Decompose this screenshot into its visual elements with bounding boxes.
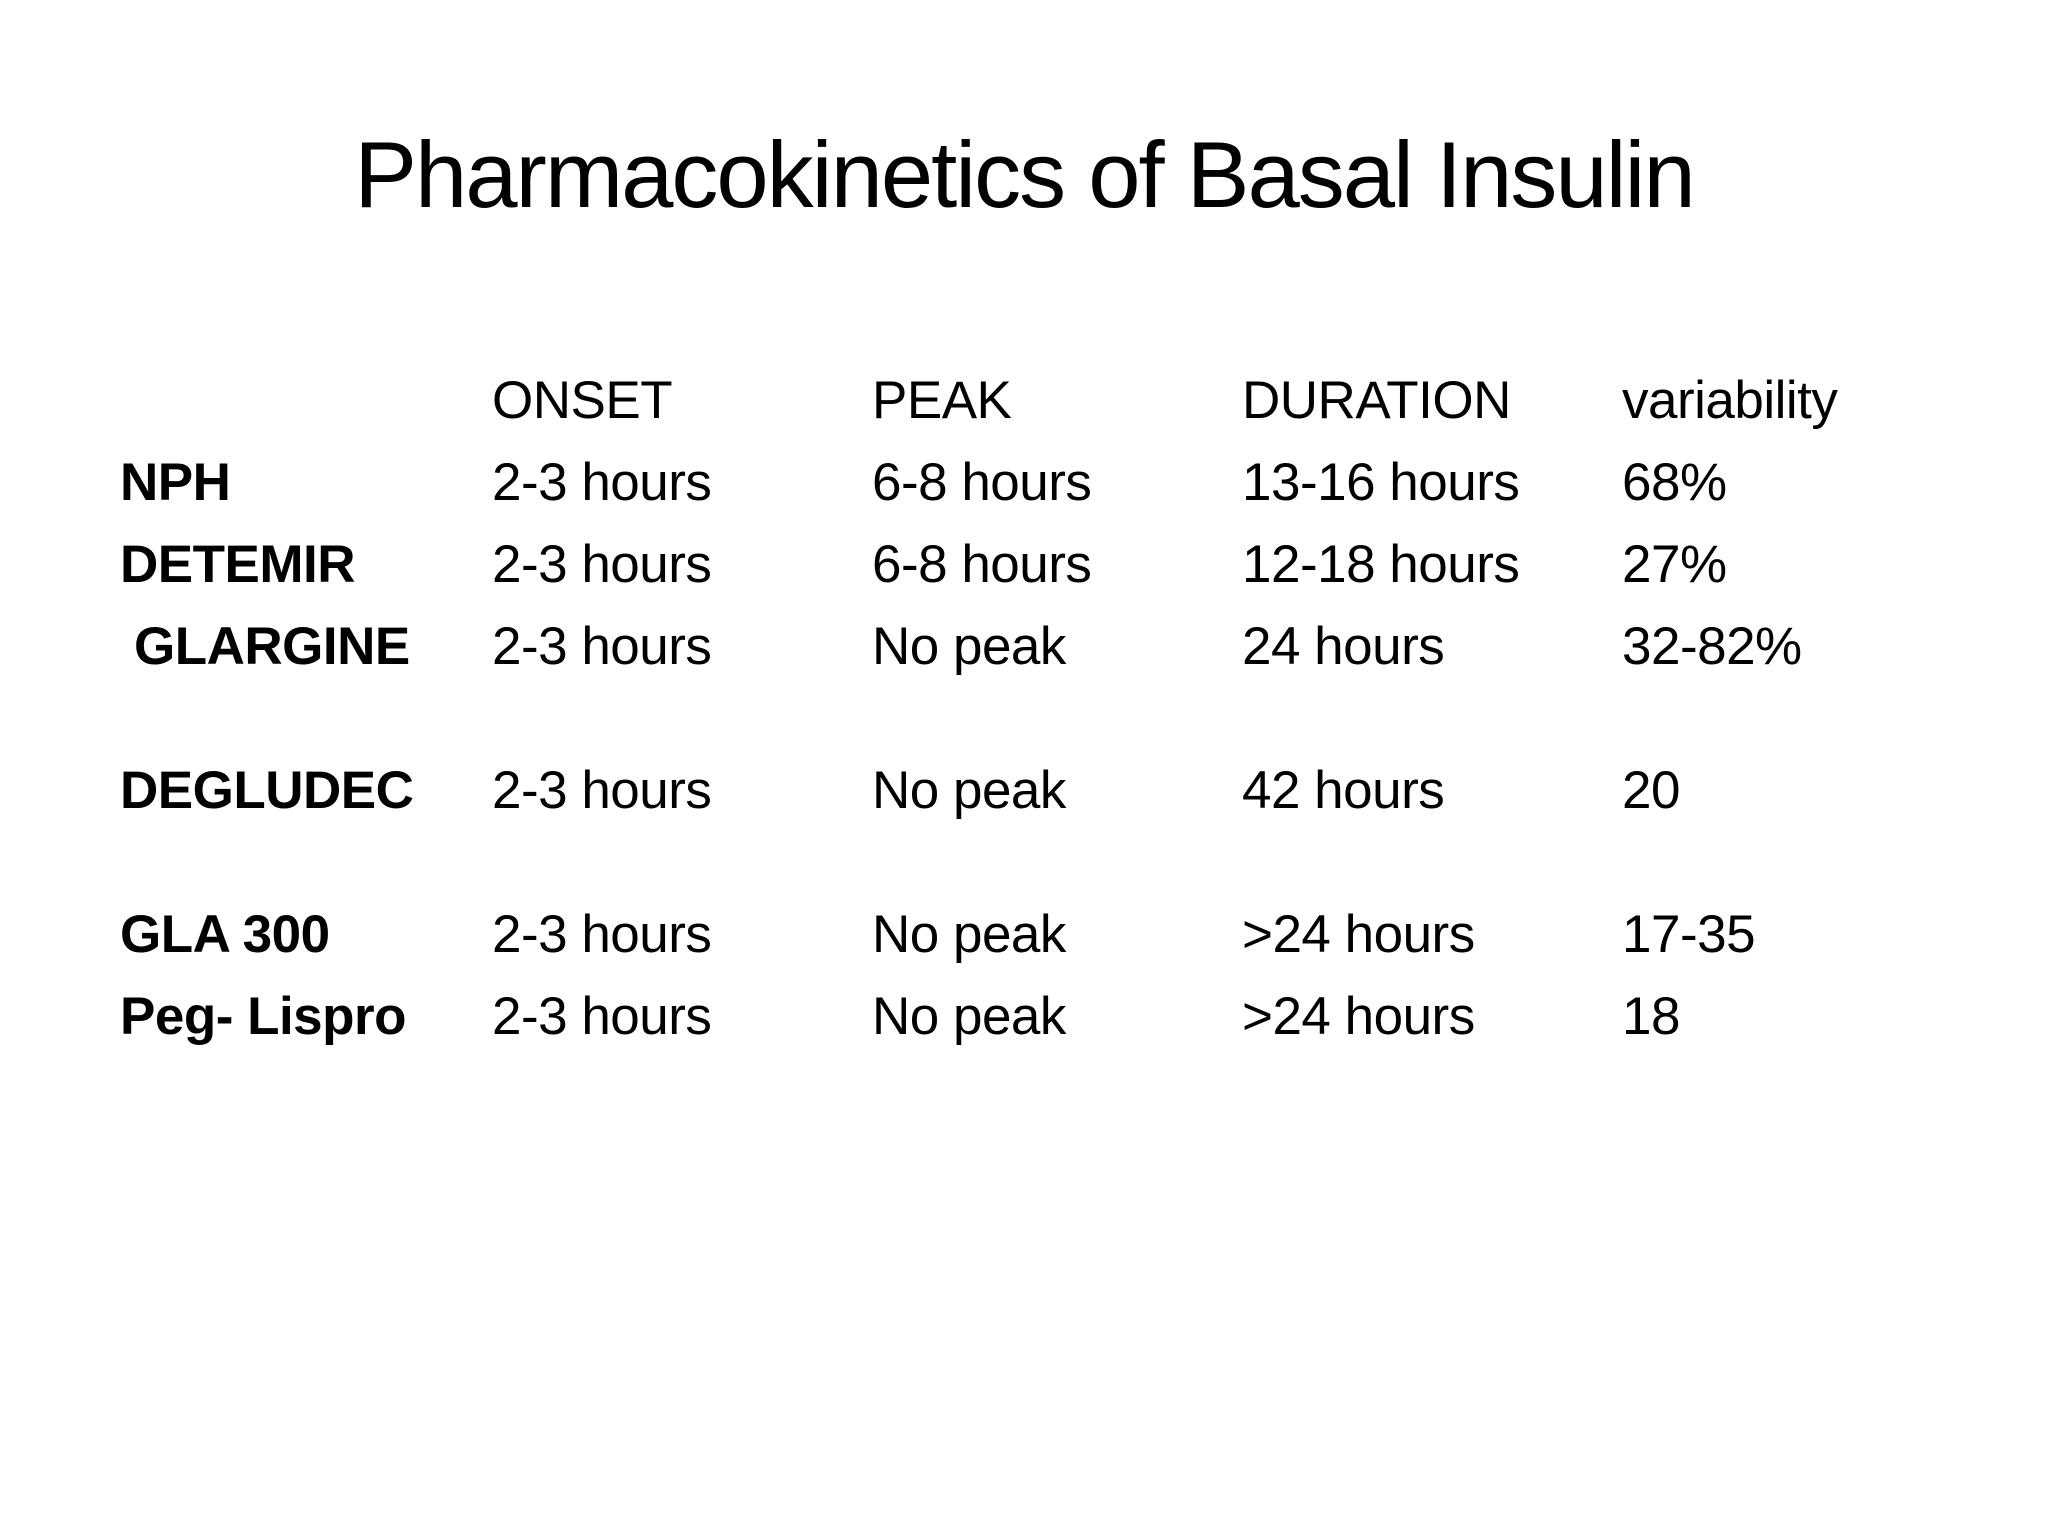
row-label: NPH bbox=[120, 452, 231, 512]
table-row-peg-lispro: Peg- Lispro 2-3 hours No peak >24 hours … bbox=[120, 975, 1910, 1057]
row-label: Peg- Lispro bbox=[120, 986, 407, 1046]
cell-duration: 13-16 hours bbox=[1242, 452, 1520, 512]
row-label: DEGLUDEC bbox=[120, 760, 414, 820]
cell-variability: 32-82% bbox=[1622, 616, 1802, 676]
cell-peak: 6-8 hours bbox=[872, 452, 1092, 512]
cell-variability: 68% bbox=[1622, 452, 1727, 512]
column-header-peak: PEAK bbox=[872, 370, 1012, 430]
cell-onset: 2-3 hours bbox=[492, 986, 712, 1046]
cell-variability: 18 bbox=[1622, 986, 1680, 1046]
cell-peak: 6-8 hours bbox=[872, 534, 1092, 594]
cell-peak: No peak bbox=[872, 760, 1066, 820]
column-header-onset: ONSET bbox=[492, 370, 673, 430]
pharmacokinetics-table: ONSET PEAK DURATION variability NPH 2-3 … bbox=[120, 359, 1910, 1057]
cell-peak: No peak bbox=[872, 616, 1066, 676]
row-label: DETEMIR bbox=[120, 534, 356, 594]
table-row-degludec: DEGLUDEC 2-3 hours No peak 42 hours 20 bbox=[120, 749, 1910, 831]
table-row-detemir: DETEMIR 2-3 hours 6-8 hours 12-18 hours … bbox=[120, 523, 1910, 605]
cell-variability: 27% bbox=[1622, 534, 1727, 594]
table-header-row: ONSET PEAK DURATION variability bbox=[120, 359, 1910, 441]
row-label: GLA 300 bbox=[120, 904, 330, 964]
column-header-variability: variability bbox=[1622, 370, 1838, 430]
column-header-duration: DURATION bbox=[1242, 370, 1511, 430]
cell-duration: 42 hours bbox=[1242, 760, 1445, 820]
cell-onset: 2-3 hours bbox=[492, 904, 712, 964]
table-row-gla-300: GLA 300 2-3 hours No peak >24 hours 17-3… bbox=[120, 893, 1910, 975]
cell-peak: No peak bbox=[872, 986, 1066, 1046]
cell-onset: 2-3 hours bbox=[492, 452, 712, 512]
cell-onset: 2-3 hours bbox=[492, 616, 712, 676]
table-row-glargine: GLARGINE 2-3 hours No peak 24 hours 32-8… bbox=[120, 605, 1910, 687]
page-title: Pharmacokinetics of Basal Insulin bbox=[354, 122, 1695, 227]
cell-peak: No peak bbox=[872, 904, 1066, 964]
cell-duration: 12-18 hours bbox=[1242, 534, 1520, 594]
cell-variability: 20 bbox=[1622, 760, 1680, 820]
cell-duration: >24 hours bbox=[1242, 986, 1475, 1046]
cell-duration: 24 hours bbox=[1242, 616, 1445, 676]
cell-variability: 17-35 bbox=[1622, 904, 1756, 964]
cell-onset: 2-3 hours bbox=[492, 760, 712, 820]
cell-duration: >24 hours bbox=[1242, 904, 1475, 964]
row-label: GLARGINE bbox=[134, 616, 410, 676]
table-row-nph: NPH 2-3 hours 6-8 hours 13-16 hours 68% bbox=[120, 441, 1910, 523]
cell-onset: 2-3 hours bbox=[492, 534, 712, 594]
